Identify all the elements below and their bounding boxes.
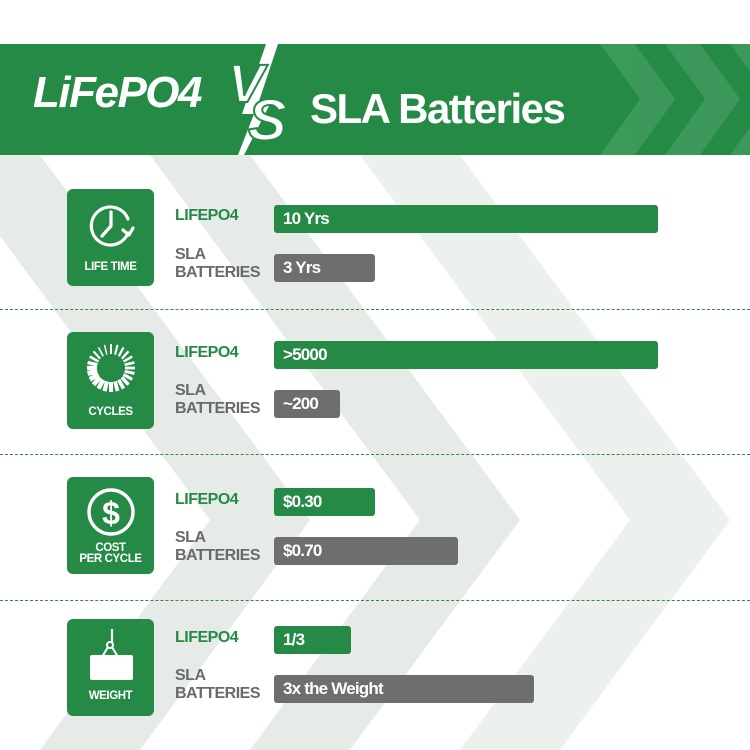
series-label-sla: SLA BATTERIES [175,382,260,418]
lifepo4-lifetime-bar: 10 Yrs [274,205,658,233]
title-lifepo4: LiFePO4 [33,68,203,117]
lifetime-icon-box: LIFE TIME [67,189,154,286]
cost-per-cycle-icon-box: $ COST PER CYCLE [67,477,154,574]
cost-per-cycle-label: COST PER CYCLE [67,542,154,565]
series-label-lifepo4: LIFEPO4 [175,207,239,224]
vs-lightning-icon: V S [230,44,288,155]
sla-weight-bar: 3x the Weight [274,675,534,703]
series-label-sla: SLA BATTERIES [175,667,260,703]
weight-icon-box: WEIGHT [67,619,154,716]
sla-label-line2: BATTERIES [175,400,260,417]
lifepo4-cost-bar: $0.30 [274,488,375,516]
sla-label-line1: SLA [175,667,206,684]
lifepo4-cycles-bar: >5000 [274,341,658,369]
sla-label-line1: SLA [175,529,206,546]
sla-label-line1: SLA [175,246,206,263]
svg-text:S: S [248,88,287,153]
weight-label: WEIGHT [88,690,133,702]
cycles-icon-box: CYCLES [67,332,154,429]
sla-label-line1: SLA [175,382,206,399]
svg-text:$: $ [102,495,120,531]
dollar-icon: $ [86,488,135,536]
sla-label-line2: BATTERIES [175,547,260,564]
lifepo4-weight-bar: 1/3 [274,626,351,654]
series-label-lifepo4: LIFEPO4 [175,344,239,361]
sla-cycles-bar: ~200 [274,390,340,418]
sla-lifetime-bar: 3 Yrs [274,254,375,282]
header-banner: LiFePO4 V S SLA Batteries [0,44,750,155]
series-label-lifepo4: LIFEPO4 [175,491,239,508]
cost-label-line1: COST [95,542,126,554]
sla-label-line2: BATTERIES [175,685,260,702]
series-label-sla: SLA BATTERIES [175,246,260,282]
title-sla-batteries: SLA Batteries [310,85,566,132]
header-chevrons [600,44,750,155]
series-label-sla: SLA BATTERIES [175,529,260,565]
series-label-lifepo4: LIFEPO4 [175,629,239,646]
cost-label-line2: PER CYCLE [79,553,142,565]
section-divider [0,309,750,310]
lifetime-label: LIFE TIME [84,261,137,273]
section-divider [0,600,750,601]
clock-icon [89,205,135,247]
sla-cost-bar: $0.70 [274,537,458,565]
cycles-label: CYCLES [88,406,133,418]
weight-icon [89,629,133,680]
sla-label-line2: BATTERIES [175,264,260,281]
cycles-icon [86,344,135,392]
svg-text:V: V [230,54,268,114]
section-divider [0,454,750,455]
